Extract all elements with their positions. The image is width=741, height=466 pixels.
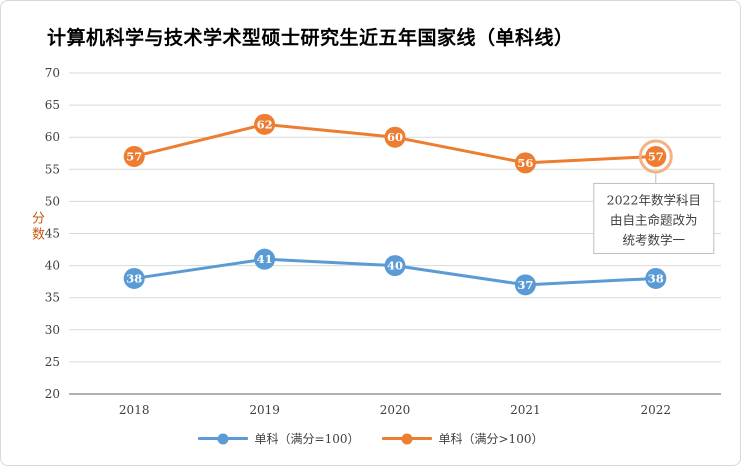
data-label: 41 bbox=[257, 252, 273, 266]
data-label: 40 bbox=[387, 259, 403, 273]
x-tick-label: 2019 bbox=[249, 403, 280, 417]
legend-dot-marker bbox=[217, 433, 229, 444]
legend-dot-marker bbox=[401, 433, 412, 444]
legend-line-marker bbox=[381, 433, 432, 444]
x-tick-label: 2021 bbox=[510, 403, 541, 417]
data-label: 56 bbox=[517, 156, 533, 170]
x-tick-label: 2020 bbox=[380, 403, 411, 417]
data-point[interactable] bbox=[645, 267, 667, 289]
legend-line-marker bbox=[197, 433, 248, 444]
data-point[interactable] bbox=[514, 152, 536, 174]
data-label: 57 bbox=[648, 149, 664, 163]
legend-item-0[interactable]: 单科（满分=100） bbox=[197, 430, 360, 447]
data-point[interactable] bbox=[384, 255, 406, 277]
y-tick-label: 25 bbox=[45, 355, 60, 369]
data-label: 38 bbox=[648, 271, 664, 285]
highlight-ring bbox=[638, 139, 673, 174]
chart-title: 计算机科学与技术学术型硕士研究生近五年国家线（单科线） bbox=[47, 27, 574, 49]
data-point[interactable] bbox=[254, 248, 276, 270]
legend: 单科（满分=100） 单科（满分>100） bbox=[1, 430, 740, 447]
legend-label: 单科（满分=100） bbox=[254, 432, 360, 446]
legend-label: 单科（满分>100） bbox=[438, 432, 544, 446]
y-tick-label: 50 bbox=[45, 194, 60, 208]
data-point[interactable] bbox=[254, 113, 276, 135]
y-axis-title: 分数 bbox=[29, 211, 44, 243]
data-point[interactable] bbox=[123, 145, 145, 167]
x-tick-label: 2022 bbox=[641, 403, 672, 417]
y-tick-label: 40 bbox=[45, 259, 60, 273]
annotation-text-line: 2022年数学科目 bbox=[607, 192, 701, 207]
data-point[interactable] bbox=[645, 145, 667, 167]
data-label: 62 bbox=[257, 117, 273, 131]
y-tick-label: 45 bbox=[45, 227, 60, 241]
data-label: 37 bbox=[517, 278, 533, 292]
y-tick-label: 30 bbox=[45, 323, 60, 337]
annotation-text-line: 统考数学一 bbox=[623, 232, 686, 247]
data-point[interactable] bbox=[514, 274, 536, 296]
data-label: 60 bbox=[387, 130, 403, 144]
data-label: 38 bbox=[126, 271, 142, 285]
data-point[interactable] bbox=[123, 267, 145, 289]
y-tick-label: 55 bbox=[45, 162, 60, 176]
data-point[interactable] bbox=[384, 126, 406, 148]
y-tick-label: 65 bbox=[45, 98, 60, 112]
data-label: 57 bbox=[126, 149, 142, 163]
x-tick-label: 2018 bbox=[119, 403, 150, 417]
y-tick-label: 70 bbox=[45, 66, 60, 80]
legend-item-1[interactable]: 单科（满分>100） bbox=[381, 430, 544, 447]
y-tick-label: 60 bbox=[45, 130, 60, 144]
annotation-box bbox=[593, 182, 715, 254]
annotation-text-line: 由自主命题改为 bbox=[610, 212, 698, 227]
y-tick-label: 35 bbox=[45, 291, 60, 305]
y-tick-label: 20 bbox=[45, 387, 60, 401]
